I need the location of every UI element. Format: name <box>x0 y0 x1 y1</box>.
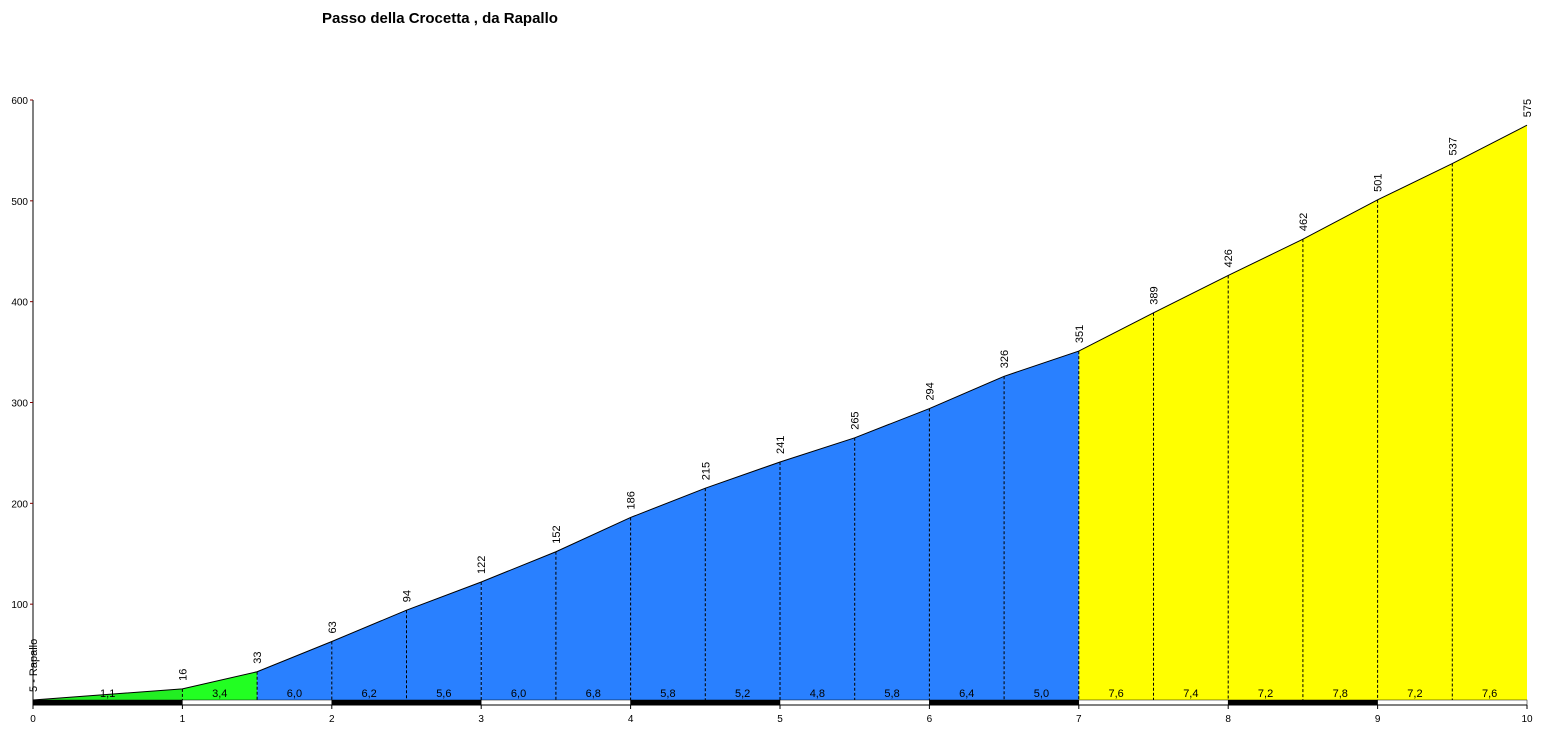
elevation-label: 575 <box>1522 99 1534 117</box>
x-tick-label: 9 <box>1375 714 1381 725</box>
gradient-label: 5,2 <box>735 688 750 700</box>
gradient-label: 6,4 <box>959 688 974 700</box>
gradient-label: 6,0 <box>287 688 302 700</box>
elevation-label: 326 <box>999 350 1011 368</box>
gradient-label: 7,6 <box>1482 688 1497 700</box>
km-strip <box>1227 699 1378 706</box>
gradient-segment <box>1302 199 1378 700</box>
gradient-segment <box>929 376 1005 700</box>
gradient-label: 6,8 <box>586 688 601 700</box>
gradient-label: 5,8 <box>660 688 675 700</box>
elevation-label: 426 <box>1223 249 1235 267</box>
km-strip <box>1078 699 1229 706</box>
x-tick-label: 4 <box>628 714 634 725</box>
x-tick-label: 0 <box>30 714 36 725</box>
elevation-label: 215 <box>700 462 712 480</box>
gradient-segment <box>555 517 631 700</box>
km-strip <box>630 699 781 706</box>
km-strip <box>32 699 183 706</box>
x-tick-label: 2 <box>329 714 335 725</box>
gradient-segment <box>406 581 482 700</box>
x-tick-label: 3 <box>478 714 484 725</box>
gradient-segment <box>1153 275 1229 700</box>
chart-title: Passo della Crocetta , da Rapallo <box>322 10 558 27</box>
gradient-label: 1,1 <box>100 688 115 700</box>
gradient-label: 3,4 <box>212 688 227 700</box>
elevation-label: 537 <box>1447 137 1459 155</box>
gradient-segment <box>1228 239 1303 700</box>
gradient-label: 7,8 <box>1333 688 1348 700</box>
gradient-segment <box>331 610 407 700</box>
gradient-label: 7,2 <box>1407 688 1422 700</box>
elevation-label: 389 <box>1149 286 1161 304</box>
gradient-segment <box>1377 163 1453 700</box>
gradient-segment <box>705 461 780 700</box>
km-strip <box>182 699 333 706</box>
elevation-label: 94 <box>402 590 414 602</box>
km-strip <box>331 699 482 706</box>
y-tick-label: 500 <box>11 197 28 208</box>
x-tick-label: 5 <box>777 714 783 725</box>
gradient-segment <box>481 551 556 700</box>
gradient-segment <box>1078 312 1154 700</box>
x-tick-label: 1 <box>180 714 186 725</box>
x-tick-label: 7 <box>1076 714 1082 725</box>
gradient-label: 7,2 <box>1258 688 1273 700</box>
gradient-segment <box>780 437 855 700</box>
y-tick-label: 600 <box>11 96 28 107</box>
x-tick-label: 6 <box>927 714 933 725</box>
x-tick-label: 8 <box>1225 714 1231 725</box>
km-strip <box>779 699 930 706</box>
gradient-segment <box>854 408 930 700</box>
elevation-label: 5 - Rapallo <box>28 639 40 692</box>
km-strip <box>1377 699 1528 706</box>
elevation-label: 63 <box>327 621 339 633</box>
elevation-label: 186 <box>626 491 638 509</box>
gradient-segment <box>1452 125 1527 701</box>
y-tick-label: 200 <box>11 499 28 510</box>
elevation-label: 351 <box>1074 325 1086 343</box>
elevation-label: 33 <box>252 651 264 663</box>
elevation-label: 241 <box>775 436 787 454</box>
elevation-label: 152 <box>551 525 563 543</box>
gradient-label: 7,4 <box>1183 688 1198 700</box>
y-tick-label: 100 <box>11 600 28 611</box>
x-tick-label: 10 <box>1521 714 1533 725</box>
elevation-label: 265 <box>850 411 862 429</box>
elevation-label: 122 <box>476 556 488 574</box>
elevation-label: 294 <box>924 382 936 400</box>
km-strip <box>480 699 631 706</box>
elevation-label: 16 <box>177 669 189 681</box>
elevation-label: 462 <box>1298 213 1310 231</box>
gradient-segment <box>182 671 258 700</box>
gradient-segment <box>630 488 706 700</box>
km-strip <box>929 699 1080 706</box>
gradient-label: 4,8 <box>810 688 825 700</box>
gradient-label: 6,0 <box>511 688 526 700</box>
gradient-segment <box>1004 351 1079 700</box>
profile-line <box>32 124 1528 701</box>
gradient-label: 7,6 <box>1109 688 1124 700</box>
gradient-segment <box>257 641 332 700</box>
elevation-label: 501 <box>1373 173 1385 191</box>
gradient-label: 6,2 <box>362 688 377 700</box>
y-tick-label: 400 <box>11 298 28 309</box>
gradient-label: 5,6 <box>436 688 451 700</box>
gradient-label: 5,0 <box>1034 688 1049 700</box>
y-tick-label: 300 <box>11 399 28 410</box>
gradient-label: 5,8 <box>884 688 899 700</box>
